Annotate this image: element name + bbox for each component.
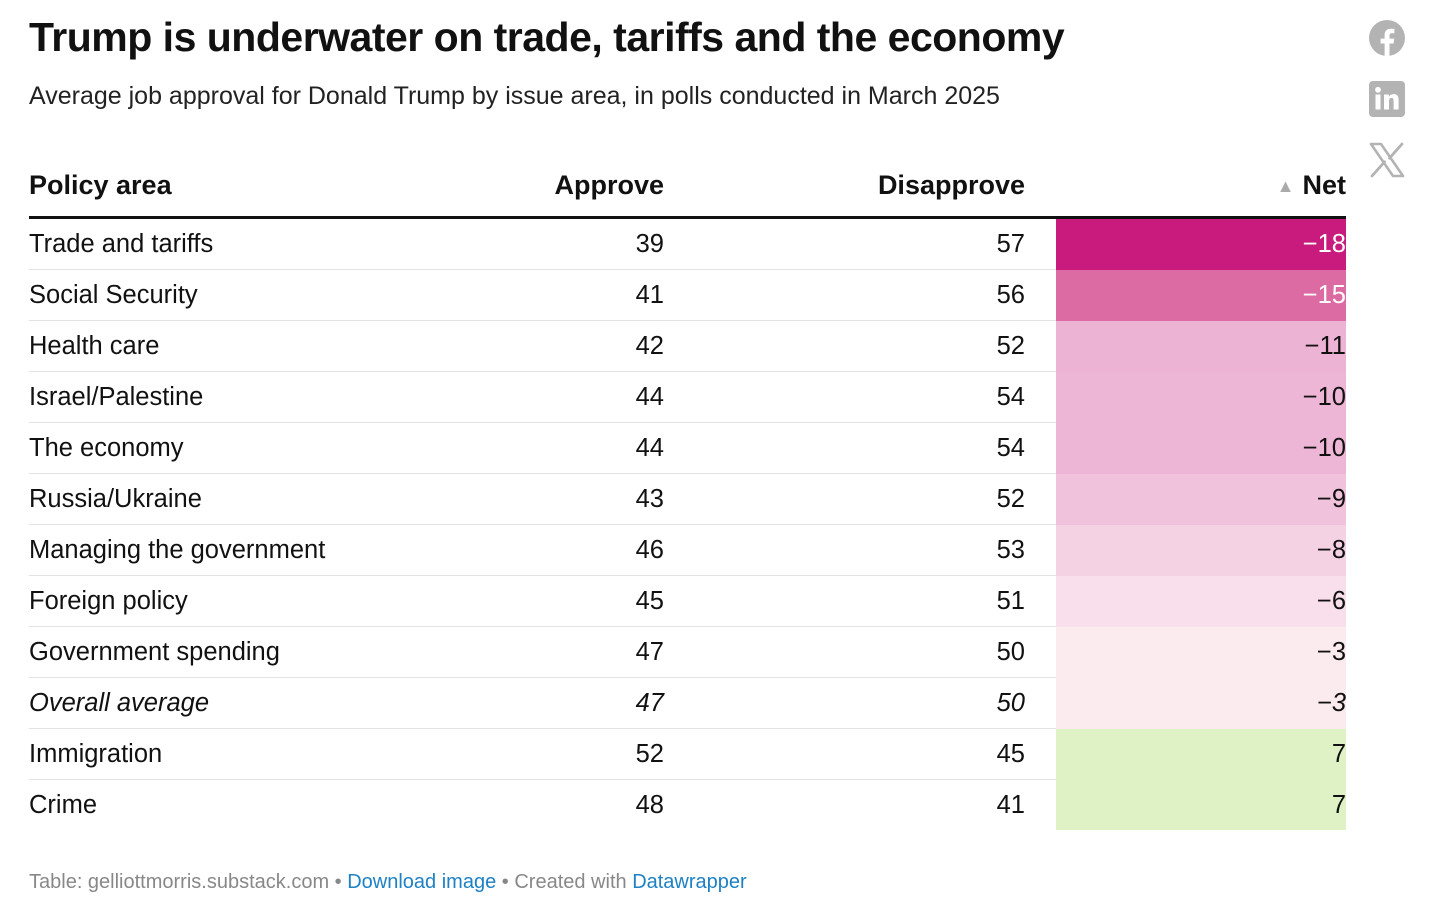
approve-cell: 48 [635, 790, 664, 819]
table-row: Trade and tariffs 39 57 −18 [29, 217, 1346, 270]
column-header-net[interactable]: ▲ Net [1056, 154, 1346, 219]
disapprove-cell: 41 [996, 790, 1025, 819]
net-cell: −10 [1056, 422, 1346, 474]
disapprove-cell: 53 [664, 524, 1025, 576]
net-cell: −9 [1056, 473, 1346, 525]
chart-title: Trump is underwater on trade, tariffs an… [29, 14, 1065, 60]
approve-cell: 47 [439, 626, 664, 678]
net-cell: −8 [1056, 524, 1346, 576]
linkedin-share-icon[interactable] [1368, 80, 1406, 118]
disapprove-cell: 51 [664, 575, 1025, 627]
datawrapper-link[interactable]: Datawrapper [632, 871, 747, 893]
footer-separator: • [329, 871, 348, 893]
approve-cell: 39 [439, 217, 664, 270]
disapprove-cell: 56 [664, 269, 1025, 321]
row-spacer [1025, 217, 1056, 270]
policy-area-cell: Immigration [29, 728, 439, 780]
policy-area-cell: Social Security [29, 269, 439, 321]
table-row: Overall average 47 50 −3 [29, 677, 1346, 729]
table-row: Health care 42 52 −11 [29, 320, 1346, 372]
approve-cell: 44 [439, 422, 664, 474]
footer-created-with: Created with [514, 871, 627, 893]
table-row: Immigration 52 45 7 [29, 728, 1346, 780]
approve-cell: 45 [439, 575, 664, 627]
row-spacer [1025, 626, 1056, 678]
table-row: Managing the government 46 53 −8 [29, 524, 1346, 576]
table-row: Russia/Ukraine 43 52 −9 [29, 473, 1346, 525]
disapprove-cell: 52 [664, 473, 1025, 525]
disapprove-cell: 50 [664, 677, 1025, 729]
header-spacer [1025, 154, 1056, 219]
policy-area-cell: Trade and tariffs [29, 217, 439, 270]
approve-cell: 41 [439, 269, 664, 321]
row-spacer [1025, 320, 1056, 372]
column-header-net-label: Net [1302, 169, 1346, 200]
row-spacer [1025, 524, 1056, 576]
net-cell: 7 [1056, 779, 1346, 830]
table-row: Social Security 41 56 −15 [29, 269, 1346, 321]
row-spacer [1025, 371, 1056, 423]
chart-subtitle: Average job approval for Donald Trump by… [29, 82, 1000, 110]
table-row: Crime 48 41 7 [29, 779, 1346, 831]
net-cell: 7 [1056, 728, 1346, 780]
row-spacer [1025, 575, 1056, 627]
net-cell: −15 [1056, 269, 1346, 321]
table-header-row: Policy area Approve Disapprove ▲ Net [29, 154, 1346, 219]
policy-area-cell: Overall average [29, 677, 439, 729]
table-row: The economy 44 54 −10 [29, 422, 1346, 474]
download-image-link[interactable]: Download image [347, 871, 497, 893]
row-spacer [1025, 780, 1056, 831]
net-cell: −6 [1056, 575, 1346, 627]
row-spacer [1025, 422, 1056, 474]
table-row: Foreign policy 45 51 −6 [29, 575, 1346, 627]
net-cell: −10 [1056, 371, 1346, 423]
row-spacer [1025, 473, 1056, 525]
footer-source: Table: gelliottmorris.substack.com [29, 871, 330, 893]
table-row: Israel/Palestine 44 54 −10 [29, 371, 1346, 423]
disapprove-cell: 45 [664, 728, 1025, 780]
facebook-share-icon[interactable] [1368, 19, 1406, 57]
footer-separator: • [496, 871, 515, 893]
disapprove-cell: 50 [664, 626, 1025, 678]
approve-cell: 43 [439, 473, 664, 525]
disapprove-cell: 57 [664, 217, 1025, 270]
approve-cell: 46 [439, 524, 664, 576]
row-spacer [1025, 728, 1056, 780]
row-spacer [1025, 269, 1056, 321]
policy-area-cell: Government spending [29, 626, 439, 678]
policy-area-cell: The economy [29, 422, 439, 474]
chart-footer: Table: gelliottmorris.substack.com • Dow… [29, 871, 747, 894]
policy-area-cell: Foreign policy [29, 575, 439, 627]
approval-table: Policy area Approve Disapprove ▲ Net Trad… [29, 154, 1346, 830]
net-cell: −11 [1056, 320, 1346, 372]
disapprove-cell: 54 [664, 422, 1025, 474]
row-spacer [1025, 677, 1056, 729]
policy-area-cell: Israel/Palestine [29, 371, 439, 423]
net-cell: −3 [1056, 626, 1346, 678]
net-cell: −3 [1056, 677, 1346, 729]
column-header-disapprove[interactable]: Disapprove [664, 154, 1025, 219]
approve-cell: 47 [439, 677, 664, 729]
net-cell: −18 [1056, 217, 1346, 270]
approve-cell: 42 [439, 320, 664, 372]
column-header-policy-area[interactable]: Policy area [29, 154, 439, 219]
sort-ascending-icon: ▲ [1276, 175, 1295, 196]
policy-area-cell: Managing the government [29, 524, 439, 576]
policy-area-cell: Crime [29, 790, 97, 819]
column-header-approve[interactable]: Approve [439, 154, 664, 219]
table-row: Government spending 47 50 −3 [29, 626, 1346, 678]
approve-cell: 52 [439, 728, 664, 780]
policy-area-cell: Russia/Ukraine [29, 473, 439, 525]
disapprove-cell: 52 [664, 320, 1025, 372]
approve-cell: 44 [439, 371, 664, 423]
policy-area-cell: Health care [29, 320, 439, 372]
x-share-icon[interactable] [1368, 141, 1406, 179]
disapprove-cell: 54 [664, 371, 1025, 423]
